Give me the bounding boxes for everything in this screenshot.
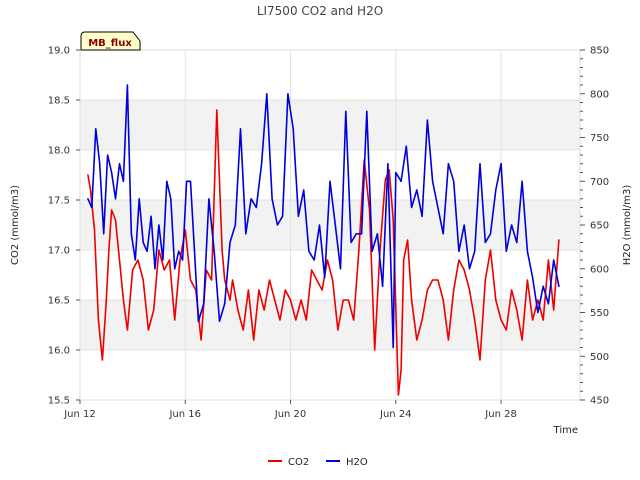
x-tick-label: Jun 28 <box>484 409 517 420</box>
plot-area <box>79 49 581 401</box>
legend-co2-label: CO2 <box>288 457 309 468</box>
chart-title: LI7500 CO2 and H2O <box>257 4 383 18</box>
y-axis-left: 15.5 16.0 16.5 17.0 17.5 18.0 18.5 19.0 <box>48 46 80 407</box>
y-right-tick-label: 550 <box>590 308 609 319</box>
y-right-tick-label: 700 <box>590 177 609 188</box>
site-label-box: MB_flux <box>80 31 141 51</box>
y-right-tick-label: 800 <box>590 89 609 100</box>
site-label-background <box>80 31 141 51</box>
y-left-tick-label: 16.0 <box>48 346 70 357</box>
legend-h2o-label: H2O <box>346 457 368 468</box>
y-left-tick-label: 17.5 <box>48 196 70 207</box>
y-right-tick-label: 850 <box>590 46 609 57</box>
y-left-tick-label: 18.0 <box>48 146 70 157</box>
y-left-tick-label: 16.5 <box>48 296 70 307</box>
y-left-tick-label: 15.5 <box>48 396 70 407</box>
x-tick-label: Jun 24 <box>379 409 412 420</box>
series-line-co2 <box>87 109 560 396</box>
y-right-tick-label: 650 <box>590 221 609 232</box>
y-axis-right: 450 500 550 600 650 700 750 800 850 <box>580 46 609 407</box>
series-layer <box>87 84 560 396</box>
grid-band <box>80 100 580 150</box>
x-axis-label: Time <box>553 425 578 436</box>
y-right-tick-label: 600 <box>590 264 609 275</box>
series-line-h2o <box>87 84 560 349</box>
site-label: MB_flux <box>88 38 132 49</box>
y-left-tick-label: 19.0 <box>48 46 70 57</box>
x-tick-label: Jun 16 <box>168 409 201 420</box>
y-axis-right-label: H2O (mmol/m3) <box>622 185 633 266</box>
y-left-tick-label: 18.5 <box>48 96 70 107</box>
legend: CO2 H2O <box>268 457 368 468</box>
y-left-tick-label: 17.0 <box>48 246 70 257</box>
y-right-tick-label: 450 <box>590 396 609 407</box>
y-axis-left-label: CO2 (mmol/m3) <box>10 185 21 265</box>
x-axis: Jun 12 Jun 16 Jun 20 Jun 24 Jun 28 <box>63 400 517 420</box>
y-right-tick-label: 500 <box>590 352 609 363</box>
x-tick-label: Jun 12 <box>63 409 96 420</box>
y-right-tick-label: 750 <box>590 133 609 144</box>
x-tick-label: Jun 20 <box>274 409 307 420</box>
grid-band <box>80 300 580 350</box>
